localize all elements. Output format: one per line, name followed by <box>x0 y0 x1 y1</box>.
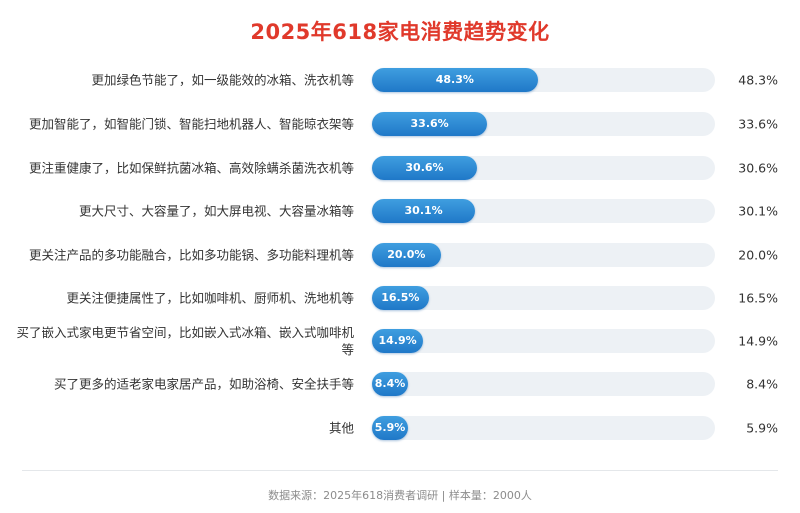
bar-track: 8.4% <box>372 372 715 396</box>
value-label: 14.9% <box>738 333 778 349</box>
bar-track: 20.0% <box>372 243 715 267</box>
value-label: 30.6% <box>738 160 778 176</box>
value-label: 30.1% <box>738 203 778 219</box>
category-label: 更注重健康了，比如保鲜抗菌冰箱、高效除螨杀菌洗衣机等 <box>28 160 354 176</box>
category-label: 买了嵌入式家电更节省空间，比如嵌入式冰箱、嵌入式咖啡机等 <box>16 325 354 357</box>
bar-value-label: 16.5% <box>381 291 420 304</box>
bar <box>372 68 538 92</box>
bar <box>372 286 429 310</box>
bar-row: 更加智能了，如智能门锁、智能扫地机器人、智能晾衣架等 33.6% 33.6% <box>0 112 800 136</box>
bar-row: 更关注便捷属性了，比如咖啡机、厨师机、洗地机等 16.5% 16.5% <box>0 286 800 310</box>
bar-track: 16.5% <box>372 286 715 310</box>
category-label: 更大尺寸、大容量了，如大屏电视、大容量冰箱等 <box>78 203 354 219</box>
category-label: 更关注产品的多功能融合，比如多功能锅、多功能料理机等 <box>28 247 354 263</box>
bar-row: 更注重健康了，比如保鲜抗菌冰箱、高效除螨杀菌洗衣机等 30.6% 30.6% <box>0 156 800 180</box>
bar-value-label: 33.6% <box>410 117 449 130</box>
bar-value-label: 8.4% <box>374 377 406 390</box>
bar-value-label: 30.6% <box>405 161 444 174</box>
bar-value-label: 30.1% <box>404 204 443 217</box>
bar-value-label: 5.9% <box>374 421 406 434</box>
value-label: 20.0% <box>738 247 778 263</box>
bar-value-label: 14.9% <box>378 334 417 347</box>
chart-title: 2025年618家电消费趋势变化 <box>250 20 550 44</box>
bar-track: 33.6% <box>372 112 715 136</box>
category-label: 更加绿色节能了，如一级能效的冰箱、洗衣机等 <box>91 72 354 88</box>
category-label: 其他 <box>328 420 354 436</box>
bar-track: 5.9% <box>372 416 715 440</box>
data-source-note: 数据来源：2025年618消费者调研 | 样本量：2000人 <box>268 489 532 502</box>
bar-track: 48.3% <box>372 68 715 92</box>
bar-track: 30.6% <box>372 156 715 180</box>
bar-value-label: 20.0% <box>387 248 426 261</box>
bar-track: 30.1% <box>372 199 715 223</box>
bar-row: 买了更多的适老家电家居产品，如助浴椅、安全扶手等 8.4% 8.4% <box>0 372 800 396</box>
bar <box>372 372 408 396</box>
bar <box>372 112 488 136</box>
value-label: 16.5% <box>738 290 778 306</box>
value-label: 48.3% <box>738 72 778 88</box>
bar-row: 更大尺寸、大容量了，如大屏电视、大容量冰箱等 30.1% 30.1% <box>0 199 800 223</box>
category-label: 更关注便捷属性了，比如咖啡机、厨师机、洗地机等 <box>66 290 354 306</box>
bar <box>372 199 476 223</box>
bar-row: 买了嵌入式家电更节省空间，比如嵌入式冰箱、嵌入式咖啡机等 14.9% 14.9% <box>0 325 800 357</box>
value-label: 8.4% <box>746 376 778 392</box>
category-label: 更加智能了，如智能门锁、智能扫地机器人、智能晾衣架等 <box>28 116 354 132</box>
bar <box>372 329 424 353</box>
bar-value-label: 48.3% <box>435 73 474 86</box>
footer-divider <box>22 470 778 471</box>
value-label: 5.9% <box>746 420 778 436</box>
bar <box>372 243 441 267</box>
bar <box>372 416 408 440</box>
bar-row: 更关注产品的多功能融合，比如多功能锅、多功能料理机等 20.0% 20.0% <box>0 243 800 267</box>
bar-track: 14.9% <box>372 329 715 353</box>
category-label: 买了更多的适老家电家居产品，如助浴椅、安全扶手等 <box>53 376 354 392</box>
bar-row: 更加绿色节能了，如一级能效的冰箱、洗衣机等 48.3% 48.3% <box>0 68 800 92</box>
bar-row: 其他 5.9% 5.9% <box>0 416 800 440</box>
value-label: 33.6% <box>738 116 778 132</box>
bar <box>372 156 477 180</box>
